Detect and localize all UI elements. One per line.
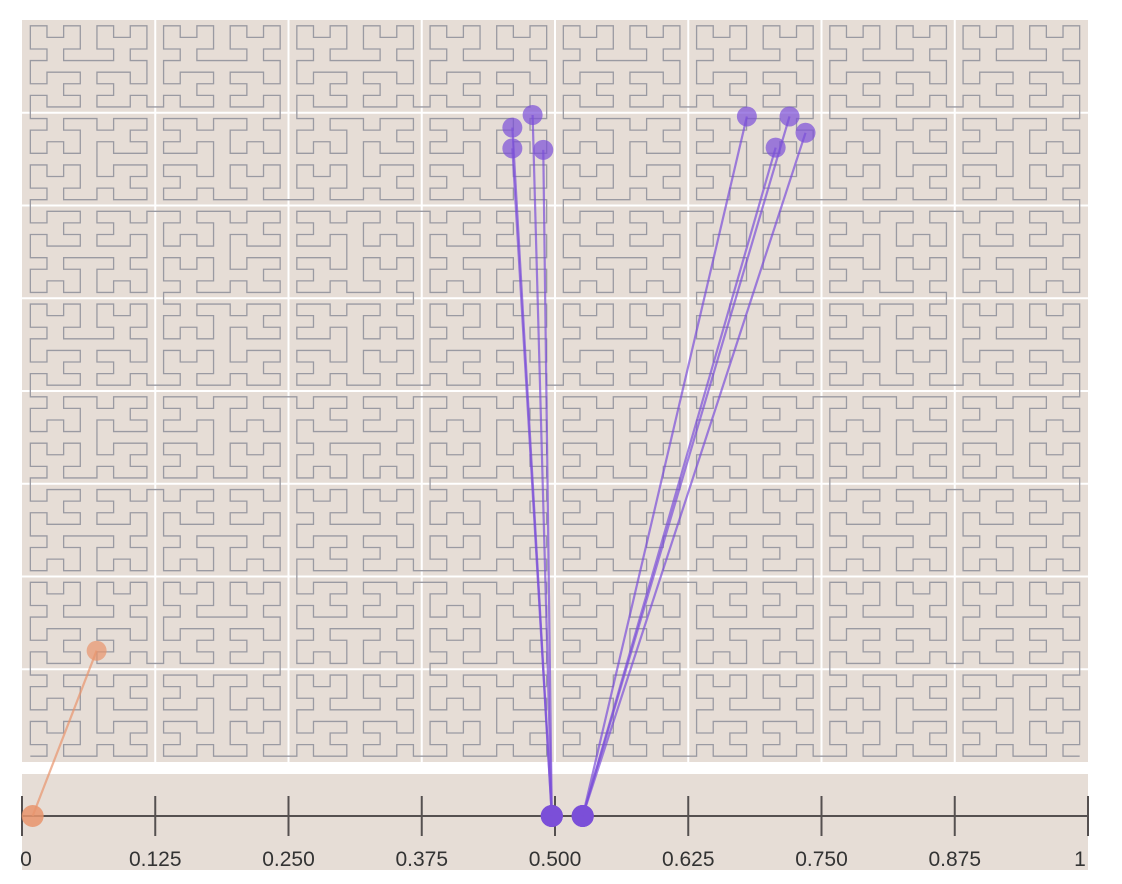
curve-point[interactable]: [533, 139, 554, 160]
mapping-link: [511, 148, 553, 817]
tick-label: 0: [20, 848, 32, 871]
line-point[interactable]: [21, 805, 44, 827]
tick-label: 0.875: [928, 848, 981, 871]
tick-label: 0.750: [795, 848, 848, 871]
curve-point[interactable]: [736, 106, 757, 127]
curve-point[interactable]: [795, 122, 816, 143]
line-point[interactable]: [540, 805, 563, 827]
mapping-links: [31, 114, 807, 817]
curve-point[interactable]: [86, 640, 107, 661]
mapping-link: [542, 149, 553, 817]
tick-label: 0.500: [529, 848, 582, 871]
mapping-link: [31, 650, 98, 817]
mapping-link: [581, 116, 748, 817]
tick-label: 1: [1074, 848, 1086, 871]
mapping-points[interactable]: [21, 104, 816, 827]
number-line-ticks: 0 0.125 0.250 0.375 0.500 0.625 0.750 0.875 1: [20, 796, 1089, 871]
tick-label: 0.250: [262, 848, 315, 871]
curve-point[interactable]: [779, 106, 800, 127]
tick-label: 0.125: [129, 848, 182, 871]
square-grid: [22, 20, 1088, 762]
curve-point[interactable]: [502, 138, 523, 159]
mapping-link: [581, 132, 807, 817]
curve-point[interactable]: [522, 104, 543, 125]
mapping-link: [531, 114, 553, 817]
tick-label: 0.375: [395, 848, 448, 871]
hilbert-curve: [29, 25, 1081, 757]
curve-point[interactable]: [765, 137, 786, 158]
mapping-link: [581, 147, 777, 817]
line-point[interactable]: [571, 805, 594, 827]
tick-label: 0.625: [662, 848, 715, 871]
curve-point[interactable]: [502, 117, 523, 138]
